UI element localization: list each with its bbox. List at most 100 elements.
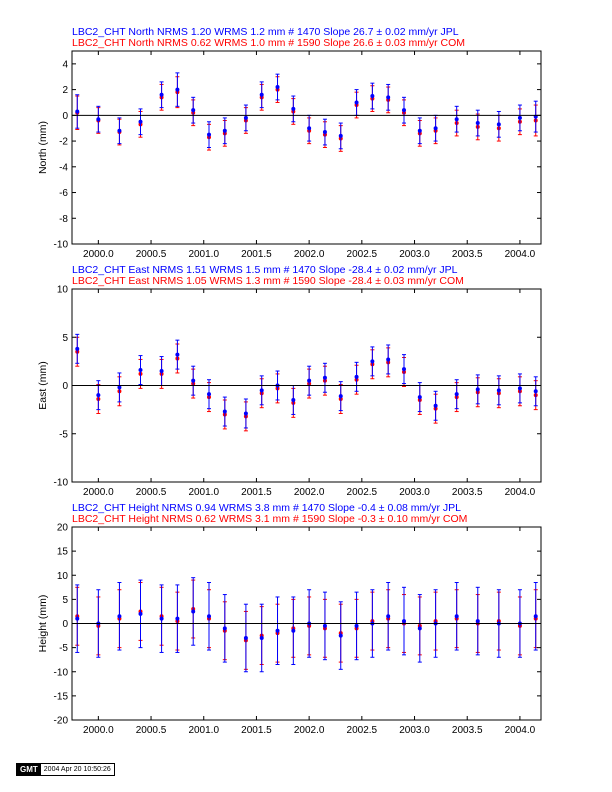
- data-point: [117, 385, 122, 390]
- data-point: [386, 95, 391, 100]
- y-tick-label: 15: [57, 547, 69, 558]
- data-point: [401, 619, 406, 624]
- y-tick-label: -5: [59, 643, 68, 654]
- x-tick-label: 2001.5: [241, 487, 272, 498]
- x-tick-label: 2000.5: [136, 249, 167, 260]
- y-tick-label: -5: [59, 429, 68, 440]
- y-tick-label: -10: [54, 240, 69, 251]
- y-tick-label: -10: [54, 667, 69, 678]
- data-point: [307, 378, 312, 383]
- plot-timestamp: 2004 Apr 20 10:50:26: [40, 764, 114, 775]
- data-point: [433, 126, 438, 131]
- data-point: [496, 388, 501, 393]
- data-point: [207, 614, 212, 619]
- x-tick-label: 2003.0: [399, 725, 430, 736]
- series-com: [75, 579, 538, 670]
- y-tick-label: 0: [62, 619, 68, 630]
- x-tick-label: 2000.0: [83, 249, 114, 260]
- y-tick-label: -20: [54, 716, 69, 727]
- x-tick-label: 2001.0: [188, 725, 219, 736]
- data-point: [175, 352, 180, 357]
- data-point: [159, 616, 164, 621]
- data-point: [475, 387, 480, 392]
- panel-header-line: LBC2_CHT Height NRMS 0.94 WRMS 3.8 mm # …: [72, 502, 461, 514]
- data-point: [307, 126, 312, 131]
- panel-header-line: LBC2_CHT East NRMS 1.05 WRMS 1.3 mm # 15…: [72, 275, 464, 287]
- data-point: [475, 121, 480, 126]
- data-point: [417, 128, 422, 133]
- data-point: [386, 614, 391, 619]
- data-point: [159, 369, 164, 374]
- y-tick-label: -2: [59, 137, 68, 148]
- y-tick-label: 5: [62, 595, 68, 606]
- data-point: [454, 614, 459, 619]
- data-point: [370, 94, 375, 99]
- data-point: [138, 368, 143, 373]
- data-point: [117, 128, 122, 133]
- y-axis-label: East (mm): [37, 361, 49, 409]
- data-point: [175, 87, 180, 92]
- data-point: [322, 130, 327, 135]
- gmt-timestamp-stamp: GMT 2004 Apr 20 10:50:26: [16, 763, 115, 776]
- y-tick-label: 10: [57, 285, 69, 296]
- y-tick-label: 5: [62, 333, 68, 344]
- x-tick-label: 2001.0: [188, 487, 219, 498]
- data-point: [222, 409, 227, 414]
- series-com: [75, 336, 538, 432]
- y-axis-label: North (mm): [37, 121, 49, 174]
- plot-frame: [71, 50, 542, 245]
- x-tick-label: 2000.0: [83, 487, 114, 498]
- x-tick-label: 2000.5: [136, 487, 167, 498]
- y-tick-label: 0: [62, 381, 68, 392]
- y-tick-label: -6: [59, 188, 68, 199]
- data-point: [207, 392, 212, 397]
- x-tick-label: 2002.5: [347, 249, 378, 260]
- series-jpl: [75, 72, 538, 150]
- x-tick-label: 2003.0: [399, 487, 430, 498]
- data-point: [454, 392, 459, 397]
- data-point: [96, 117, 101, 122]
- data-point: [96, 393, 101, 398]
- panel-header-line: LBC2_CHT Height NRMS 0.62 WRMS 3.1 mm # …: [72, 513, 467, 525]
- data-point: [401, 367, 406, 372]
- data-point: [338, 394, 343, 399]
- y-tick-label: 0: [62, 111, 68, 122]
- gmt-logo: GMT: [17, 764, 41, 775]
- data-point: [207, 132, 212, 137]
- data-point: [401, 108, 406, 113]
- data-point: [175, 616, 180, 621]
- data-point: [291, 628, 296, 633]
- data-point: [354, 100, 359, 105]
- x-tick-label: 2004.0: [505, 725, 536, 736]
- data-point: [386, 357, 391, 362]
- data-point: [159, 92, 164, 97]
- x-tick-label: 2002.0: [294, 487, 325, 498]
- panel-header-line: LBC2_CHT North NRMS 1.20 WRMS 1.2 mm # 1…: [72, 26, 459, 38]
- data-point: [322, 375, 327, 380]
- data-point: [475, 619, 480, 624]
- data-point: [354, 623, 359, 628]
- x-tick-label: 2002.5: [347, 487, 378, 498]
- data-point: [496, 122, 501, 127]
- data-point: [191, 108, 196, 113]
- data-point: [117, 614, 122, 619]
- data-point: [322, 623, 327, 628]
- data-point: [291, 397, 296, 402]
- data-point: [338, 133, 343, 138]
- x-tick-label: 2004.0: [505, 487, 536, 498]
- x-tick-label: 2001.5: [241, 725, 272, 736]
- y-tick-label: -4: [59, 162, 68, 173]
- y-tick-label: -15: [54, 691, 69, 702]
- data-point: [75, 109, 80, 114]
- x-tick-label: 2000.5: [136, 725, 167, 736]
- data-point: [354, 374, 359, 379]
- data-point: [433, 403, 438, 408]
- y-tick-label: 10: [57, 571, 69, 582]
- x-tick-label: 2004.0: [505, 249, 536, 260]
- series-jpl: [75, 333, 538, 429]
- x-tick-label: 2002.0: [294, 725, 325, 736]
- y-tick-label: 2: [62, 85, 68, 96]
- data-point: [259, 635, 264, 640]
- x-tick-label: 2003.0: [399, 249, 430, 260]
